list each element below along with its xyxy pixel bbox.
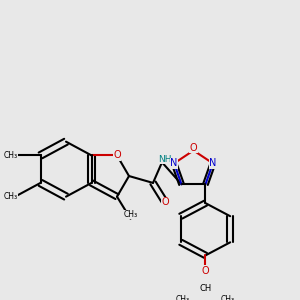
Text: O: O <box>202 266 209 275</box>
Text: CH₃: CH₃ <box>221 295 235 300</box>
Text: O: O <box>113 150 121 161</box>
Text: CH₃: CH₃ <box>3 192 18 201</box>
Text: O: O <box>161 197 169 207</box>
Text: CH₃: CH₃ <box>123 210 138 219</box>
Text: O: O <box>190 143 197 153</box>
Text: NH: NH <box>158 155 172 164</box>
Text: CH₃: CH₃ <box>176 295 190 300</box>
Text: N: N <box>209 158 217 168</box>
Text: CH: CH <box>200 284 211 293</box>
Text: CH₃: CH₃ <box>3 151 18 160</box>
Text: N: N <box>170 158 178 168</box>
